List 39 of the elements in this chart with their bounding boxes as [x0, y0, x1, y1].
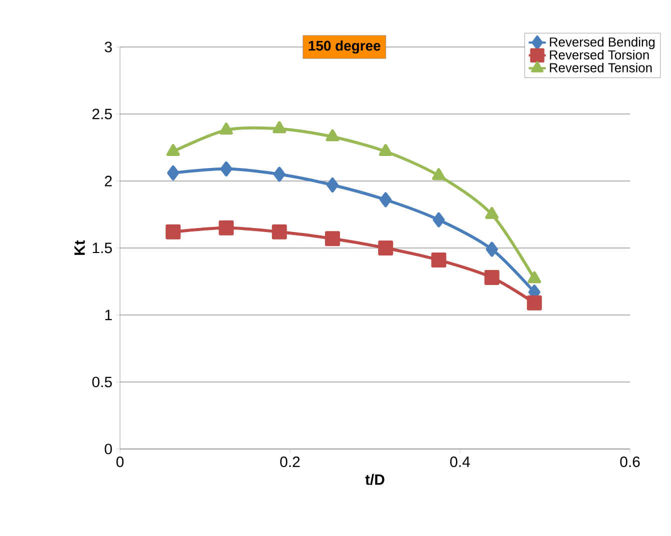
point: [432, 168, 446, 180]
point: [272, 224, 287, 240]
point: [167, 165, 180, 180]
x-tick-label: 0.2: [280, 456, 300, 468]
point: [273, 166, 286, 182]
point: [378, 240, 394, 256]
y-tick-label: 3: [104, 42, 112, 52]
y-tick-label: 2: [104, 176, 112, 186]
x-tick-label: 0.4: [450, 456, 470, 468]
point: [166, 224, 181, 240]
point: [431, 252, 446, 268]
point: [486, 242, 498, 257]
point: [220, 122, 233, 135]
y-tick-label: 0: [104, 444, 112, 454]
x-axis-title: t/D: [365, 474, 384, 486]
x-tick-label: 0.6: [620, 456, 640, 468]
y-tick-label: 1: [105, 310, 112, 320]
point: [485, 206, 499, 219]
point: [220, 161, 232, 176]
point: [325, 231, 340, 246]
point: [484, 270, 500, 285]
legend-label: Reversed Tension: [550, 62, 652, 72]
annotation: 150 degree: [308, 40, 380, 54]
legend-label: Reversed Bending: [550, 37, 655, 50]
point: [378, 144, 392, 156]
y-tick-label: 1.5: [92, 242, 112, 254]
legend-label: Reversed Torsion: [550, 50, 649, 60]
point: [166, 144, 180, 156]
point: [380, 192, 392, 208]
y-tick-label: 0.5: [92, 376, 112, 388]
point: [272, 121, 286, 134]
point: [326, 178, 339, 193]
point: [526, 295, 542, 310]
y-axis-title: Kt: [74, 240, 85, 255]
point: [432, 212, 445, 228]
point: [218, 220, 234, 236]
y-tick-label: 2.5: [92, 108, 112, 120]
point: [326, 129, 340, 142]
x-tick-label: 0: [116, 456, 124, 468]
